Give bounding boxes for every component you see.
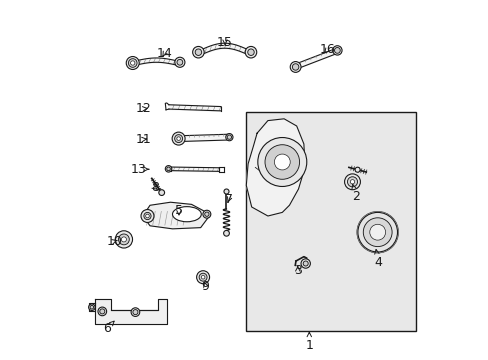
Circle shape (130, 61, 135, 65)
Text: 13: 13 (130, 163, 149, 176)
Text: 15: 15 (217, 36, 232, 49)
Circle shape (334, 48, 340, 53)
Circle shape (175, 57, 184, 67)
Polygon shape (88, 303, 95, 311)
Circle shape (88, 304, 95, 310)
Circle shape (166, 167, 170, 171)
Text: 14: 14 (156, 47, 172, 60)
Polygon shape (181, 134, 227, 141)
Circle shape (223, 230, 229, 236)
Text: 11: 11 (136, 133, 151, 146)
Polygon shape (95, 299, 167, 324)
Circle shape (143, 212, 151, 220)
Circle shape (165, 166, 171, 172)
Circle shape (98, 307, 106, 316)
Circle shape (118, 234, 129, 245)
Circle shape (289, 62, 301, 72)
Circle shape (347, 177, 357, 187)
FancyBboxPatch shape (246, 112, 415, 331)
Text: 4: 4 (374, 249, 382, 269)
Circle shape (196, 271, 209, 284)
Circle shape (332, 46, 342, 55)
Circle shape (274, 154, 289, 170)
Circle shape (204, 212, 208, 216)
Circle shape (199, 273, 206, 281)
Text: 10: 10 (106, 235, 122, 248)
Circle shape (257, 138, 306, 186)
Text: 7: 7 (224, 193, 232, 206)
Circle shape (292, 64, 298, 70)
Text: 12: 12 (136, 102, 151, 115)
Circle shape (349, 180, 354, 184)
Circle shape (344, 174, 360, 190)
Circle shape (141, 210, 154, 222)
Text: 16: 16 (319, 43, 334, 56)
Polygon shape (296, 49, 335, 68)
Circle shape (224, 189, 228, 194)
Circle shape (100, 309, 104, 314)
Circle shape (128, 59, 137, 67)
Circle shape (172, 132, 185, 145)
Ellipse shape (172, 207, 201, 222)
Text: 2: 2 (351, 184, 359, 203)
Circle shape (354, 167, 359, 172)
Circle shape (159, 190, 164, 195)
Circle shape (264, 145, 299, 179)
Circle shape (247, 49, 254, 55)
Circle shape (126, 57, 139, 69)
Circle shape (301, 259, 310, 268)
Text: 1: 1 (305, 332, 313, 352)
Text: 8: 8 (151, 181, 159, 194)
Polygon shape (142, 202, 210, 229)
Polygon shape (246, 119, 305, 216)
Circle shape (133, 310, 138, 315)
Circle shape (195, 49, 201, 55)
Circle shape (177, 137, 180, 140)
Circle shape (203, 210, 210, 218)
Text: 3: 3 (293, 264, 301, 276)
Circle shape (363, 218, 391, 247)
Circle shape (192, 46, 204, 58)
Circle shape (201, 275, 204, 279)
Circle shape (369, 224, 385, 240)
Circle shape (227, 135, 231, 139)
Circle shape (90, 305, 94, 309)
Circle shape (357, 212, 397, 252)
Circle shape (303, 261, 307, 266)
Text: 5: 5 (175, 204, 183, 217)
Circle shape (121, 237, 126, 242)
Circle shape (177, 59, 183, 65)
Circle shape (115, 231, 132, 248)
Text: 9: 9 (201, 280, 209, 293)
Text: 6: 6 (103, 321, 114, 335)
Circle shape (131, 308, 140, 316)
Circle shape (244, 46, 256, 58)
Circle shape (145, 214, 149, 218)
Circle shape (174, 135, 182, 143)
Circle shape (225, 134, 232, 141)
